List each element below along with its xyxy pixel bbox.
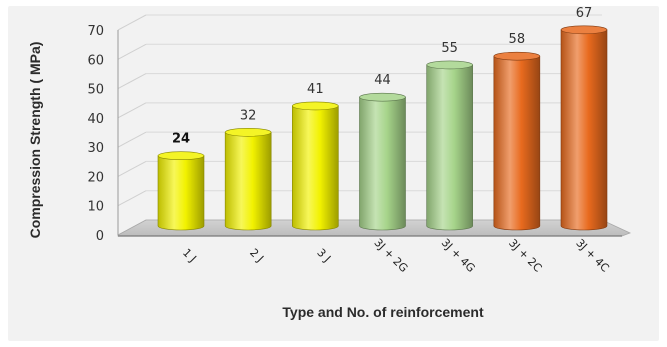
gridline-side (117, 190, 147, 207)
bar-3j-4c (560, 29, 608, 231)
data-label: 24 (172, 132, 190, 147)
data-label: 41 (307, 82, 324, 97)
gridline-side (117, 73, 147, 90)
y-tick-label: 50 (87, 83, 104, 98)
y-tick-label: 10 (87, 200, 104, 215)
bar-top (292, 101, 339, 111)
bar-3j-4g (426, 64, 473, 231)
data-label: 55 (441, 41, 458, 56)
y-tick-label: 60 (87, 53, 104, 68)
gridline-side (117, 131, 147, 148)
data-labels: 24 32 41 44 55 58 67 (172, 6, 592, 147)
gridline-side (117, 102, 147, 119)
gridline-side (117, 14, 147, 31)
y-tick-label: 70 (87, 24, 104, 39)
x-axis-tick-labels: 1 J 2 J 3 J 3J + 2G 3J + 4G 3J + 2C 3J + 4C (180, 236, 612, 275)
y-axis: 0 10 20 30 40 50 60 70 (87, 24, 119, 244)
bar-top (560, 25, 608, 35)
bar-top (224, 127, 272, 137)
bar-1-j (157, 155, 205, 231)
bar-3-j (292, 105, 339, 231)
y-tick-label: 0 (96, 229, 104, 244)
bar-top (157, 151, 205, 161)
bar-top (426, 60, 473, 70)
data-label: 44 (374, 73, 391, 88)
x-tick-label: 3J + 2C (506, 236, 545, 275)
x-tick-label: 3J + 2G (372, 236, 411, 275)
gridline-side (117, 43, 147, 60)
y-axis-title: Compression Strength ( MPa) (27, 42, 43, 239)
bars (157, 25, 608, 231)
x-tick-label: 1 J (180, 246, 199, 265)
data-label: 32 (240, 108, 257, 123)
bar-3j-2c (493, 55, 541, 231)
y-tick-label: 30 (87, 141, 104, 156)
data-label: 58 (509, 32, 526, 47)
x-tick-label: 2 J (247, 246, 266, 265)
y-tick-label: 20 (87, 170, 104, 185)
bar-top (493, 51, 541, 61)
bar-3j-2g (359, 96, 406, 231)
x-axis-title: Type and No. of reinforcement (282, 304, 484, 320)
data-label: 67 (576, 6, 593, 21)
bar-2-j (224, 131, 272, 231)
y-tick-label: 40 (87, 112, 104, 127)
x-tick-label: 3J + 4G (439, 236, 478, 275)
bar-top (359, 92, 406, 102)
x-tick-label: 3 J (314, 246, 333, 265)
x-tick-label: 3J + 4C (573, 236, 612, 275)
gridline-side (117, 160, 147, 177)
